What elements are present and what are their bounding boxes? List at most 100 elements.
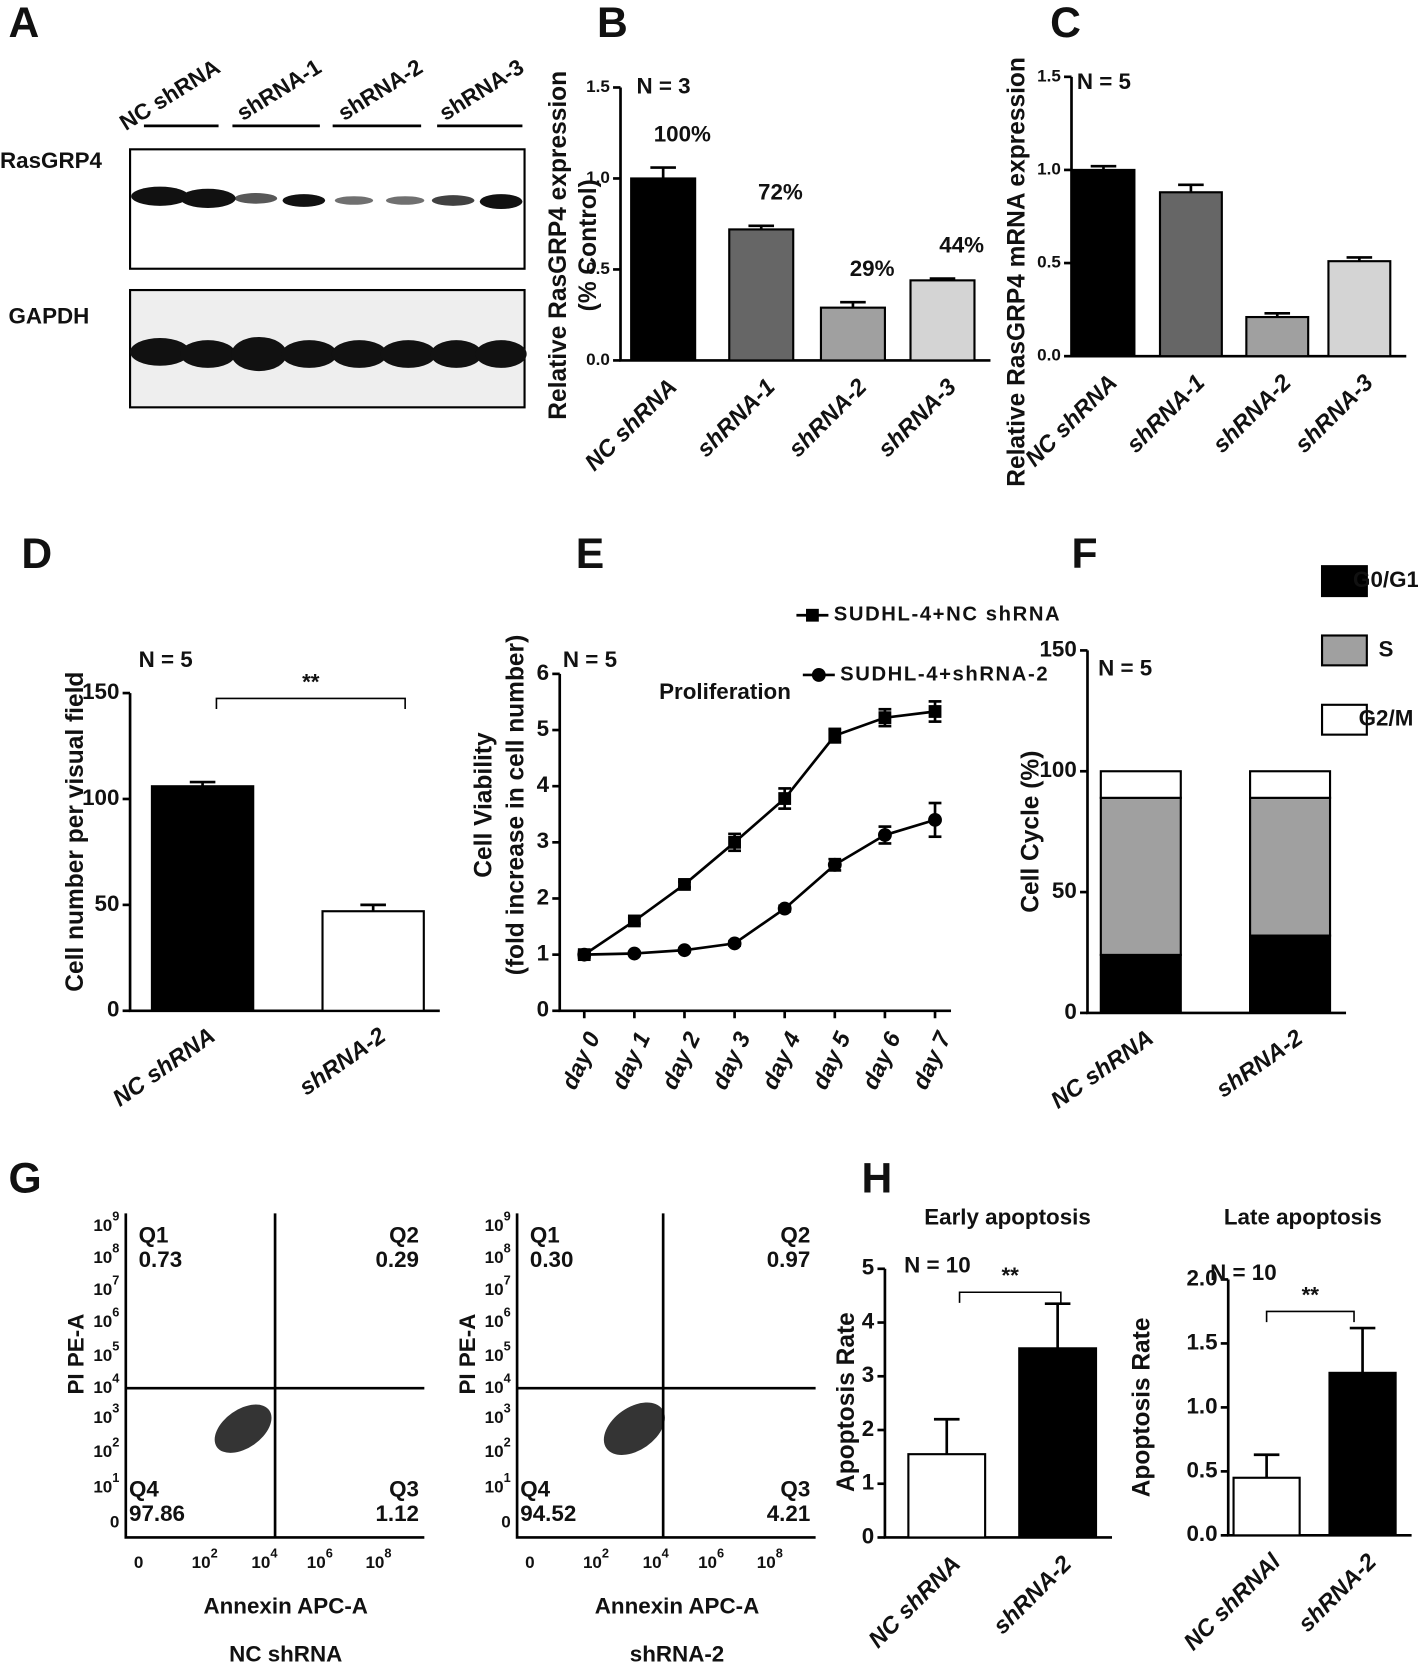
x-tick-label: NC shRNAl (1178, 1548, 1285, 1655)
tick-base: 10 (251, 1553, 270, 1572)
x-tick-label: NC shRNA (863, 1550, 965, 1652)
y-tick-label: 50 (1052, 878, 1077, 903)
tick-base: 10 (485, 1248, 504, 1267)
y-tick-label: 101 (93, 1470, 119, 1496)
y-tick-label: 1 (862, 1470, 874, 1495)
significance-bracket (215, 697, 406, 710)
y-axis-label: Apoptosis Rate (833, 1312, 860, 1492)
y-tick-label: 150 (1039, 636, 1076, 661)
bar-segment (1249, 934, 1332, 1014)
x-tick-label: shRNA-2 (1293, 1548, 1381, 1636)
bar (1071, 168, 1136, 358)
bar (1018, 1347, 1098, 1539)
tick-base: 0 (525, 1553, 534, 1572)
y-tick-label: 1.0 (1037, 159, 1061, 178)
quadrant-value: 0.73 (139, 1247, 183, 1272)
tick-base: 10 (485, 1346, 504, 1365)
y-tick-label: 1.0 (586, 168, 610, 187)
value-label: 29% (850, 256, 895, 281)
blot-box (129, 148, 526, 270)
tick-base: 10 (93, 1477, 112, 1496)
tick-base: 10 (93, 1216, 112, 1235)
tick-exp: 7 (504, 1273, 511, 1288)
annotation: N = 5 (1077, 69, 1131, 94)
quadrant-value: 4.21 (767, 1501, 811, 1526)
panel-letter: A (9, 0, 40, 47)
marker (678, 878, 691, 891)
tick-exp: 6 (112, 1305, 119, 1320)
x-tick-label: shRNA-3 (1290, 369, 1378, 457)
x-tick-label: shRNA-1 (1121, 369, 1209, 457)
tick-base: 10 (192, 1553, 211, 1572)
y-tick-label: 102 (93, 1435, 119, 1461)
y-tick-label: 4 (862, 1308, 875, 1333)
y-tick-label: 104 (93, 1371, 120, 1397)
legend-marker (806, 608, 819, 622)
tick-base: 0 (134, 1553, 143, 1572)
tick-exp: 6 (717, 1546, 724, 1561)
x-tick-label: shRNA-2 (988, 1550, 1076, 1638)
tick-base: 0 (110, 1512, 119, 1531)
tick-exp: 2 (211, 1546, 218, 1561)
y-tick-label: 107 (485, 1273, 511, 1299)
tick-base: 10 (93, 1408, 112, 1427)
tick-exp: 3 (504, 1401, 511, 1416)
x-axis-label: Annexin APC-A (203, 1594, 368, 1619)
legend-label: G0/G1 (1353, 567, 1418, 592)
bar-segment (1249, 770, 1332, 799)
marker (778, 792, 792, 805)
y-tick-label: 102 (485, 1435, 511, 1461)
lane-label: shRNA-1 (232, 54, 325, 125)
line (584, 818, 936, 956)
annotation: N = 5 (139, 647, 193, 672)
annotation: N = 3 (637, 73, 691, 98)
bar (909, 279, 976, 362)
y-tick-label: 104 (485, 1371, 512, 1397)
x-tick-label: 104 (643, 1546, 670, 1572)
bar-segment (1099, 953, 1182, 1014)
tick-base: 10 (93, 1346, 112, 1365)
tick-exp: 4 (504, 1371, 512, 1386)
y-tick-label: 0 (1064, 999, 1076, 1024)
y-tick-label: 1 (537, 941, 549, 966)
tick-base: 10 (93, 1312, 112, 1331)
blot-bands (130, 186, 527, 372)
lane-label: NC shRNA (115, 54, 224, 135)
legend-swatch (1320, 565, 1368, 598)
bar (819, 306, 886, 362)
quadrant-value: 0.30 (530, 1247, 574, 1272)
y-tick-label: 5 (862, 1255, 874, 1280)
marker (727, 936, 742, 951)
quadrant-value: 0.29 (375, 1247, 419, 1272)
tick-exp: 3 (112, 1401, 119, 1416)
tick-base: 10 (93, 1280, 112, 1299)
bar-segment (1099, 796, 1182, 956)
axis (558, 673, 952, 1013)
x-tick-label: day 3 (706, 1028, 755, 1093)
bar (321, 910, 425, 1012)
tick-exp: 2 (112, 1435, 119, 1450)
line (583, 710, 936, 956)
y-tick-label: 0 (862, 1523, 874, 1548)
significance-label: ** (302, 669, 320, 694)
bar (1245, 315, 1310, 358)
quadrant-name: Q3 (389, 1476, 419, 1501)
tick-base: 10 (485, 1280, 504, 1299)
bar (1327, 260, 1392, 358)
marker (928, 705, 942, 718)
row-label: GAPDH (9, 304, 90, 329)
row-label: RasGRP4 (0, 148, 103, 173)
tick-exp: 2 (602, 1546, 609, 1561)
y-axis-label: (fold increase in cell number) (503, 635, 530, 976)
tick-base: 10 (485, 1477, 504, 1496)
quadrant-name: Q1 (139, 1223, 169, 1248)
tick-exp: 8 (504, 1241, 511, 1256)
scatter-cloud (214, 1404, 272, 1453)
tick-base: 10 (757, 1553, 776, 1572)
tick-exp: 8 (112, 1241, 119, 1256)
y-tick-label: 0 (537, 997, 549, 1022)
tick-base: 10 (485, 1312, 504, 1331)
x-tick-label: shRNA-2 (783, 373, 871, 461)
value-label: 100% (654, 121, 711, 146)
